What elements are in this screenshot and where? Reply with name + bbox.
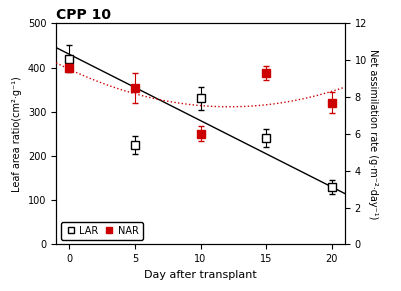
Legend: LAR, NAR: LAR, NAR (61, 222, 143, 239)
X-axis label: Day after transplant: Day after transplant (144, 270, 257, 280)
Text: CPP 10: CPP 10 (56, 8, 111, 22)
Y-axis label: Net assimilation rate (g·m⁻²·day⁻¹): Net assimilation rate (g·m⁻²·day⁻¹) (368, 49, 378, 219)
Y-axis label: Leaf area ratio(cm²·g⁻¹): Leaf area ratio(cm²·g⁻¹) (12, 76, 22, 192)
